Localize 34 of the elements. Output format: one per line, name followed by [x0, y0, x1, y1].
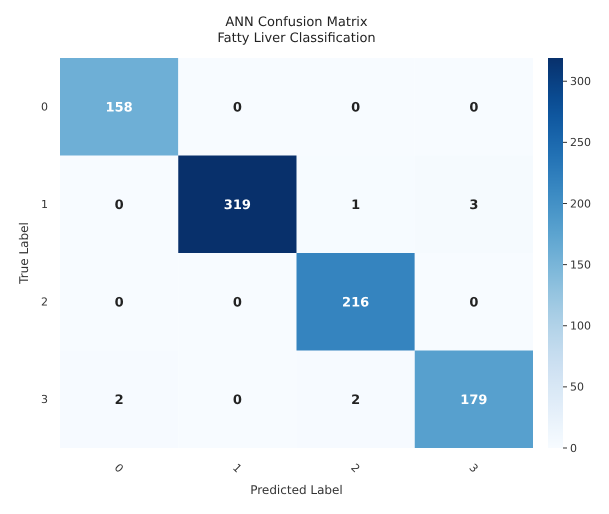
data-label: 1 — [351, 198, 360, 213]
data-label: 0 — [232, 392, 242, 408]
chart-title: ANN Confusion Matrix Fatty Liver Classification — [217, 15, 376, 46]
x-tick-label: 2 — [348, 461, 362, 476]
x-axis-title: Predicted Label — [250, 483, 343, 497]
data-label: 0 — [351, 100, 360, 116]
data-label: 2 — [114, 392, 124, 408]
color-bar-label: 300 — [570, 75, 591, 88]
data-label: 0 — [469, 295, 478, 310]
x-tick-label: 1 — [230, 461, 244, 476]
data-label: 0 — [114, 198, 124, 213]
data-label: 319 — [224, 198, 251, 213]
data-label: 3 — [469, 198, 478, 213]
color-bar-label: 200 — [570, 197, 591, 210]
data-label: 2 — [351, 392, 360, 408]
y-tick-label: 1 — [41, 198, 48, 212]
data-label: 0 — [232, 295, 242, 310]
color-bar-label: 50 — [570, 380, 584, 394]
data-label: 0 — [469, 100, 478, 116]
x-tick-label: 3 — [466, 461, 481, 476]
color-bar-label: 0 — [570, 442, 577, 455]
data-label: 216 — [342, 295, 370, 310]
x-tick-label: 0 — [112, 461, 126, 476]
data-label: 0 — [114, 295, 124, 310]
data-label: 158 — [106, 100, 133, 116]
y-tick-label: 2 — [41, 296, 48, 309]
y-tick-label: 0 — [41, 100, 48, 114]
data-label: 0 — [232, 100, 242, 116]
color-bar-label: 100 — [570, 320, 591, 333]
color-bar-label: 150 — [570, 258, 591, 272]
y-axis-title: True Label — [17, 222, 31, 285]
color-bar-label: 250 — [570, 136, 591, 150]
y-tick-label: 3 — [41, 393, 48, 406]
data-label: 179 — [460, 392, 488, 408]
